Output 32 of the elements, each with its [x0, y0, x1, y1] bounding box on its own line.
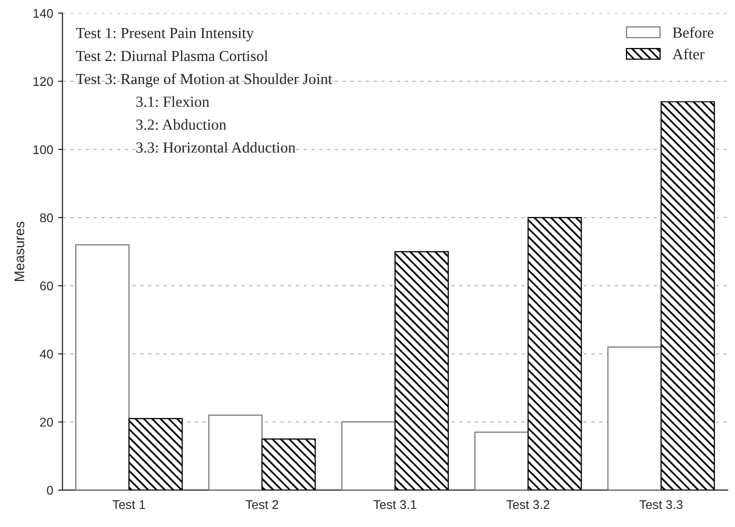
annotation: Test 2: Diurnal Plasma Cortisol: [76, 50, 268, 62]
y-tick-label: 140: [34, 8, 53, 18]
y-tick-label: 100: [34, 145, 53, 154]
legend-label: After: [672, 48, 704, 60]
y-tick-label: 80: [40, 213, 53, 222]
bar: [394, 251, 449, 490]
legend-label: Before: [672, 26, 714, 38]
y-tick-label: 20: [40, 418, 53, 427]
annotation: Test 1: Present Pain Intensity: [76, 28, 254, 42]
x-tick-label: Test 2: [246, 500, 278, 510]
bar: [474, 432, 529, 490]
bar: [208, 414, 263, 490]
annotation: 3.3: Horizontal Adduction: [136, 142, 296, 153]
y-tick-label: 120: [34, 77, 53, 86]
x-tick-label: Test 1: [112, 500, 146, 510]
bar: [128, 418, 183, 490]
bar: [261, 438, 316, 490]
bar: [341, 421, 396, 490]
annotation: 3.2: Abduction: [136, 119, 226, 130]
annotation: 3.1: Flexion: [136, 96, 210, 107]
x-tick-label: Test 3.3: [640, 500, 682, 510]
bar: [607, 346, 662, 490]
y-tick-label: 40: [40, 350, 53, 358]
bar: [660, 101, 715, 490]
y-tick-label: 60: [40, 282, 53, 290]
annotation: Test 3: Range of Motion at Shoulder Joint: [76, 73, 332, 88]
x-tick-label: Test 3.2: [506, 500, 550, 510]
bar: [528, 217, 582, 490]
y-axis-title: Measures: [14, 222, 24, 281]
bar: [75, 244, 130, 490]
y-tick-label: 0: [46, 486, 53, 495]
x-tick-label: Test 3.1: [373, 500, 416, 510]
